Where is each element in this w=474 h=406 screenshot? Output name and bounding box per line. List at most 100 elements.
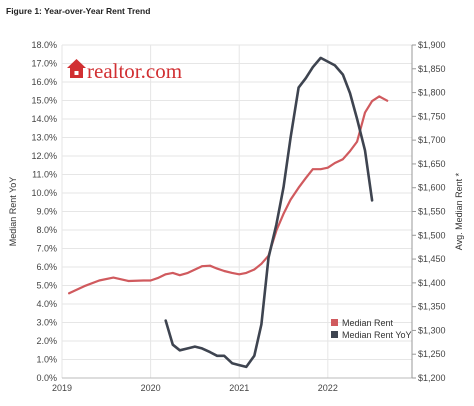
data-point-median-rent-yoy — [356, 118, 358, 120]
y-right-tick-label: $1,750 — [418, 111, 446, 121]
figure-title: Figure 1: Year-over-Year Rent Trend — [6, 6, 151, 16]
x-tick-label: 2019 — [52, 383, 72, 393]
y-left-tick-label: 1.0% — [36, 355, 57, 365]
data-point-median-rent-yoy — [216, 354, 219, 357]
legend-label-median-rent-yoy: Median Rent YoY — [342, 330, 412, 340]
data-point-median-rent-yoy — [371, 199, 373, 202]
data-point-median-rent — [253, 268, 256, 271]
y-axis-right-title: Avg. Median Rent * — [454, 172, 464, 250]
legend-label-median-rent: Median Rent — [342, 318, 394, 328]
data-point-median-rent — [304, 177, 307, 180]
data-point-median-rent — [371, 100, 373, 102]
x-tick-label: 2021 — [229, 383, 249, 393]
data-point-median-rent — [209, 264, 211, 267]
y-axis-left: 0.0% 1.0% 2.0% 3.0% 4.0% 5.0% 6.0% 7.0% 8.0% 9.0%… — [31, 40, 57, 383]
y-left-tick-label: 14.0% — [31, 114, 57, 124]
data-point-median-rent-yoy — [319, 57, 322, 59]
data-point-median-rent — [289, 198, 292, 201]
data-point-median-rent-yoy — [186, 347, 189, 350]
x-axis: 2019 2020 2021 2022 — [52, 383, 338, 393]
data-point-median-rent-yoy — [349, 92, 351, 94]
data-point-median-rent — [112, 276, 115, 279]
y-right-tick-label: $1,500 — [418, 230, 446, 240]
y-right-tick-label: $1,200 — [418, 373, 446, 383]
data-point-median-rent-yoy — [253, 354, 256, 357]
y-left-tick-label: 15.0% — [31, 96, 57, 106]
data-point-median-rent-yoy — [304, 77, 307, 80]
data-point-median-rent-yoy — [342, 73, 344, 76]
y-left-tick-label: 18.0% — [31, 40, 57, 50]
y-right-tick-label: $1,900 — [418, 40, 446, 50]
data-point-median-rent — [386, 99, 389, 102]
grid — [61, 44, 412, 379]
data-point-median-rent-yoy — [326, 60, 329, 63]
data-point-median-rent — [164, 273, 167, 276]
data-point-median-rent — [127, 280, 130, 282]
data-point-median-rent — [216, 267, 219, 270]
series-layer — [68, 56, 389, 369]
data-point-median-rent-yoy — [223, 354, 226, 357]
y-right-tick-label: $1,550 — [418, 207, 446, 217]
data-point-median-rent — [364, 111, 366, 114]
y-left-tick-label: 4.0% — [36, 299, 57, 309]
logo-wordmark: realtor.com — [87, 59, 182, 83]
y-right-tick-label: $1,600 — [418, 183, 446, 193]
data-point-median-rent-yoy — [364, 149, 366, 152]
y-left-tick-label: 5.0% — [36, 281, 57, 291]
y-left-tick-label: 11.0% — [32, 170, 57, 180]
y-left-tick-label: 8.0% — [36, 225, 57, 235]
x-tick-label: 2020 — [141, 383, 161, 393]
data-point-median-rent — [83, 285, 86, 288]
data-point-median-rent-yoy — [297, 86, 300, 89]
data-point-median-rent — [342, 158, 344, 161]
house-icon — [67, 59, 86, 78]
data-point-median-rent — [201, 265, 203, 268]
data-point-median-rent — [186, 272, 189, 274]
legend: Median Rent Median Rent YoY — [331, 318, 412, 340]
data-point-median-rent — [297, 186, 300, 189]
y-axis-left-title: Median Rent YoY — [8, 177, 18, 247]
legend-swatch-median-rent — [331, 319, 338, 326]
y-axis-right: $1,200 $1,250 $1,300 $1,350 $1,400 $1,450 $1,5… — [412, 40, 446, 383]
data-point-median-rent-yoy — [260, 323, 263, 326]
y-left-tick-label: 2.0% — [36, 336, 57, 346]
data-point-median-rent — [378, 95, 381, 98]
data-point-median-rent-yoy — [164, 319, 167, 322]
y-left-tick-label: 0.0% — [36, 373, 57, 383]
data-point-median-rent — [142, 279, 145, 282]
data-point-median-rent-yoy — [245, 366, 248, 368]
y-left-tick-label: 7.0% — [36, 244, 57, 254]
data-point-median-rent — [98, 279, 101, 282]
data-point-median-rent — [349, 150, 351, 153]
data-point-median-rent-yoy — [267, 256, 270, 259]
y-right-tick-label: $1,700 — [418, 135, 446, 145]
data-point-median-rent-yoy — [178, 349, 181, 352]
y-right-tick-label: $1,250 — [418, 349, 446, 359]
data-point-median-rent — [260, 262, 263, 265]
data-point-median-rent-yoy — [201, 347, 203, 350]
data-point-median-rent — [178, 274, 181, 277]
y-left-tick-label: 12.0% — [31, 151, 57, 161]
data-point-median-rent — [326, 166, 329, 169]
data-point-median-rent — [171, 272, 174, 274]
data-point-median-rent-yoy — [289, 136, 292, 139]
data-point-median-rent-yoy — [231, 362, 234, 365]
series-line-median-rent — [68, 95, 389, 295]
y-right-tick-label: $1,450 — [418, 254, 446, 264]
y-right-tick-label: $1,850 — [418, 64, 446, 74]
data-point-median-rent-yoy — [311, 66, 314, 69]
y-left-tick-label: 16.0% — [31, 77, 57, 87]
data-point-median-rent-yoy — [282, 186, 285, 189]
y-left-tick-label: 3.0% — [36, 318, 57, 328]
data-point-median-rent — [245, 272, 248, 274]
y-left-tick-label: 9.0% — [36, 207, 57, 217]
data-point-median-rent-yoy — [209, 351, 211, 353]
data-point-median-rent — [68, 292, 70, 295]
data-point-median-rent-yoy — [171, 343, 174, 346]
data-point-median-rent — [231, 272, 234, 274]
data-point-median-rent — [223, 270, 226, 272]
y-right-tick-label: $1,650 — [418, 159, 446, 169]
data-point-median-rent — [319, 168, 322, 171]
data-point-median-rent-yoy — [275, 223, 278, 226]
